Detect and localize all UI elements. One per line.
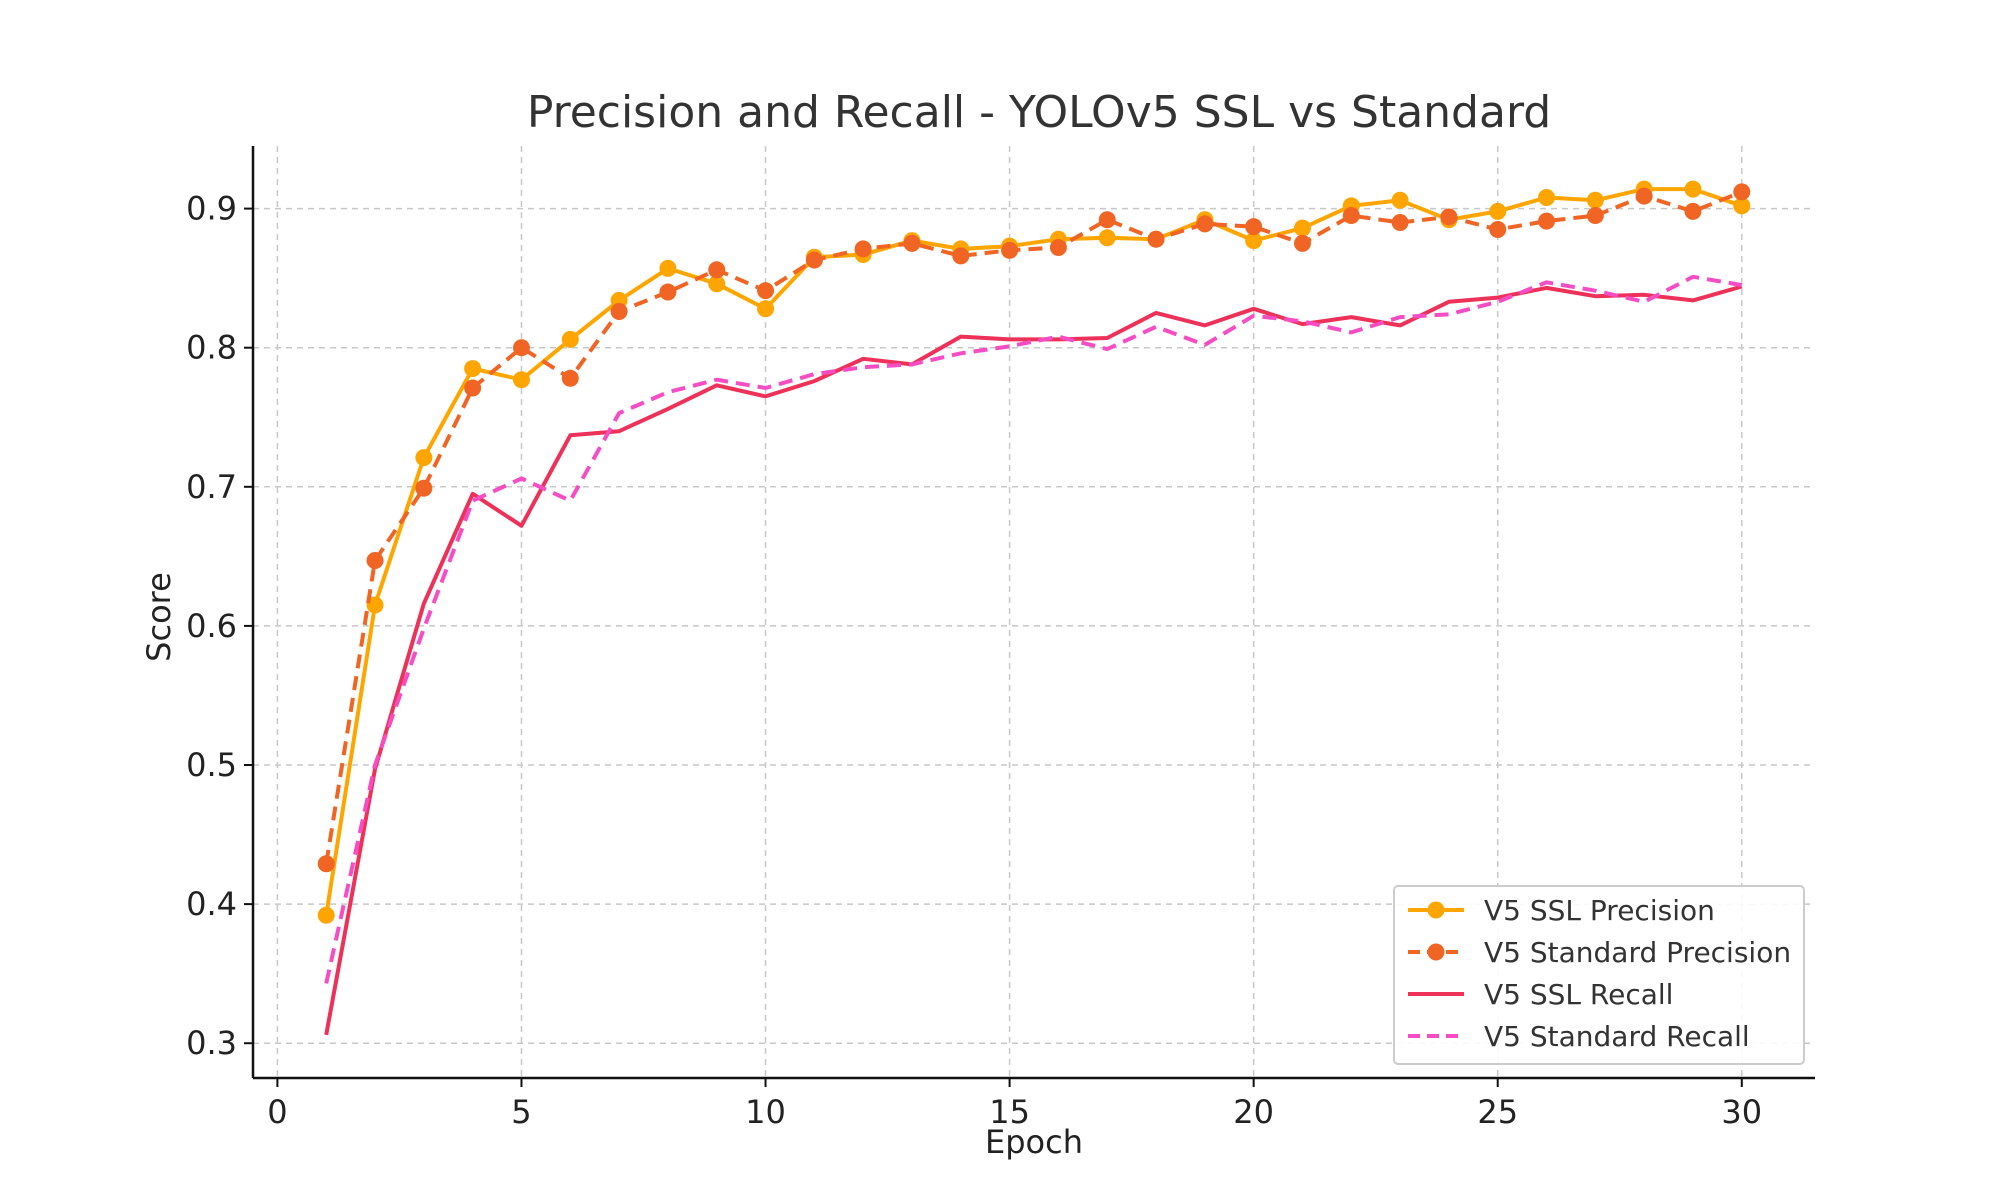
data-point [1245, 218, 1263, 236]
series-group [317, 180, 1751, 1036]
data-point [415, 449, 433, 467]
data-point [415, 479, 433, 497]
data-point [1049, 239, 1067, 257]
data-point [1391, 214, 1409, 232]
data-point [1245, 232, 1263, 250]
chart-title: Precision and Recall - YOLOv5 SSL vs Sta… [527, 87, 1551, 138]
data-point [1684, 202, 1702, 220]
data-point [1684, 180, 1702, 198]
data-point [952, 247, 970, 265]
y-tick-label: 0.6 [186, 607, 237, 645]
x-tick-label: 5 [511, 1093, 531, 1131]
legend-box [1393, 885, 1805, 1065]
x-tick-label: 30 [1721, 1093, 1762, 1131]
data-point [464, 379, 482, 397]
data-point [1001, 241, 1019, 259]
data-point [317, 906, 335, 924]
data-point [366, 552, 384, 570]
y-tick-label: 0.5 [186, 746, 237, 784]
legend-marker [1427, 943, 1445, 961]
y-axis-label: Score [140, 572, 178, 662]
data-point [1538, 188, 1556, 206]
legend-entry: V5 SSL Recall [1408, 978, 1673, 1011]
data-point [1293, 234, 1311, 252]
data-point [1489, 220, 1507, 238]
axes: 0 5 10 15 20 25 30 0.3 0.4 0.5 0.6 0.7 0.8 0.9 [186, 146, 1815, 1131]
series-line [324, 190, 1743, 865]
data-point [1635, 187, 1653, 205]
x-axis-label: Epoch [985, 1123, 1083, 1161]
data-point [1342, 207, 1360, 225]
data-point [1098, 229, 1116, 247]
legend-entry: V5 Standard Precision [1408, 936, 1791, 969]
legend: V5 SSL Precision V5 Standard Precision V5 … [1393, 885, 1805, 1065]
data-point [659, 283, 677, 301]
x-tick-label: 20 [1233, 1093, 1274, 1131]
legend-label: V5 SSL Recall [1484, 978, 1673, 1011]
x-tick-label: 15 [989, 1093, 1030, 1131]
data-point [464, 360, 482, 378]
data-point [610, 303, 628, 321]
y-tick-label: 0.7 [186, 468, 237, 506]
series-v5-standard-precision [317, 183, 1751, 873]
data-point [1489, 202, 1507, 220]
data-point [1098, 211, 1116, 229]
data-point [512, 339, 530, 357]
data-point [561, 330, 579, 348]
series-line [324, 284, 1743, 1036]
data-point [317, 855, 335, 873]
data-point [1733, 197, 1751, 215]
data-point [1586, 207, 1604, 225]
data-point [1538, 212, 1556, 230]
series-line [324, 274, 1743, 984]
data-point [1586, 191, 1604, 209]
data-point [1391, 191, 1409, 209]
data-point [757, 300, 775, 318]
legend-marker [1427, 901, 1445, 919]
y-tick-label: 0.8 [186, 329, 237, 367]
y-tick-label: 0.9 [186, 190, 237, 228]
legend-entry: V5 SSL Precision [1408, 894, 1715, 927]
y-tick-label: 0.4 [186, 885, 237, 923]
data-point [757, 282, 775, 300]
data-point [1733, 183, 1751, 201]
series-v5-standard-recall [324, 274, 1743, 984]
data-point [366, 596, 384, 614]
data-point [708, 261, 726, 279]
data-point [561, 369, 579, 387]
data-point [1196, 215, 1214, 233]
data-point [659, 259, 677, 277]
data-point [708, 275, 726, 293]
x-tick-label: 10 [745, 1093, 786, 1131]
data-point [903, 234, 921, 252]
legend-label: V5 SSL Precision [1484, 894, 1715, 927]
legend-label: V5 Standard Precision [1484, 936, 1791, 969]
legend-entry: V5 Standard Recall [1408, 1020, 1750, 1053]
data-point [805, 251, 823, 269]
series-v5-ssl-recall [324, 284, 1743, 1036]
x-tick-label: 0 [267, 1093, 287, 1131]
data-point [1440, 208, 1458, 226]
data-point [854, 240, 872, 258]
data-point [1293, 219, 1311, 237]
x-tick-label: 25 [1477, 1093, 1518, 1131]
data-point [512, 371, 530, 389]
data-point [1147, 230, 1165, 248]
y-tick-label: 0.3 [186, 1024, 237, 1062]
legend-label: V5 Standard Recall [1484, 1020, 1750, 1053]
